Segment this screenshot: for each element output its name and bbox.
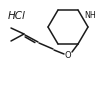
Text: O: O: [65, 52, 71, 61]
Text: NH: NH: [84, 12, 96, 21]
Text: HCl: HCl: [8, 11, 26, 21]
